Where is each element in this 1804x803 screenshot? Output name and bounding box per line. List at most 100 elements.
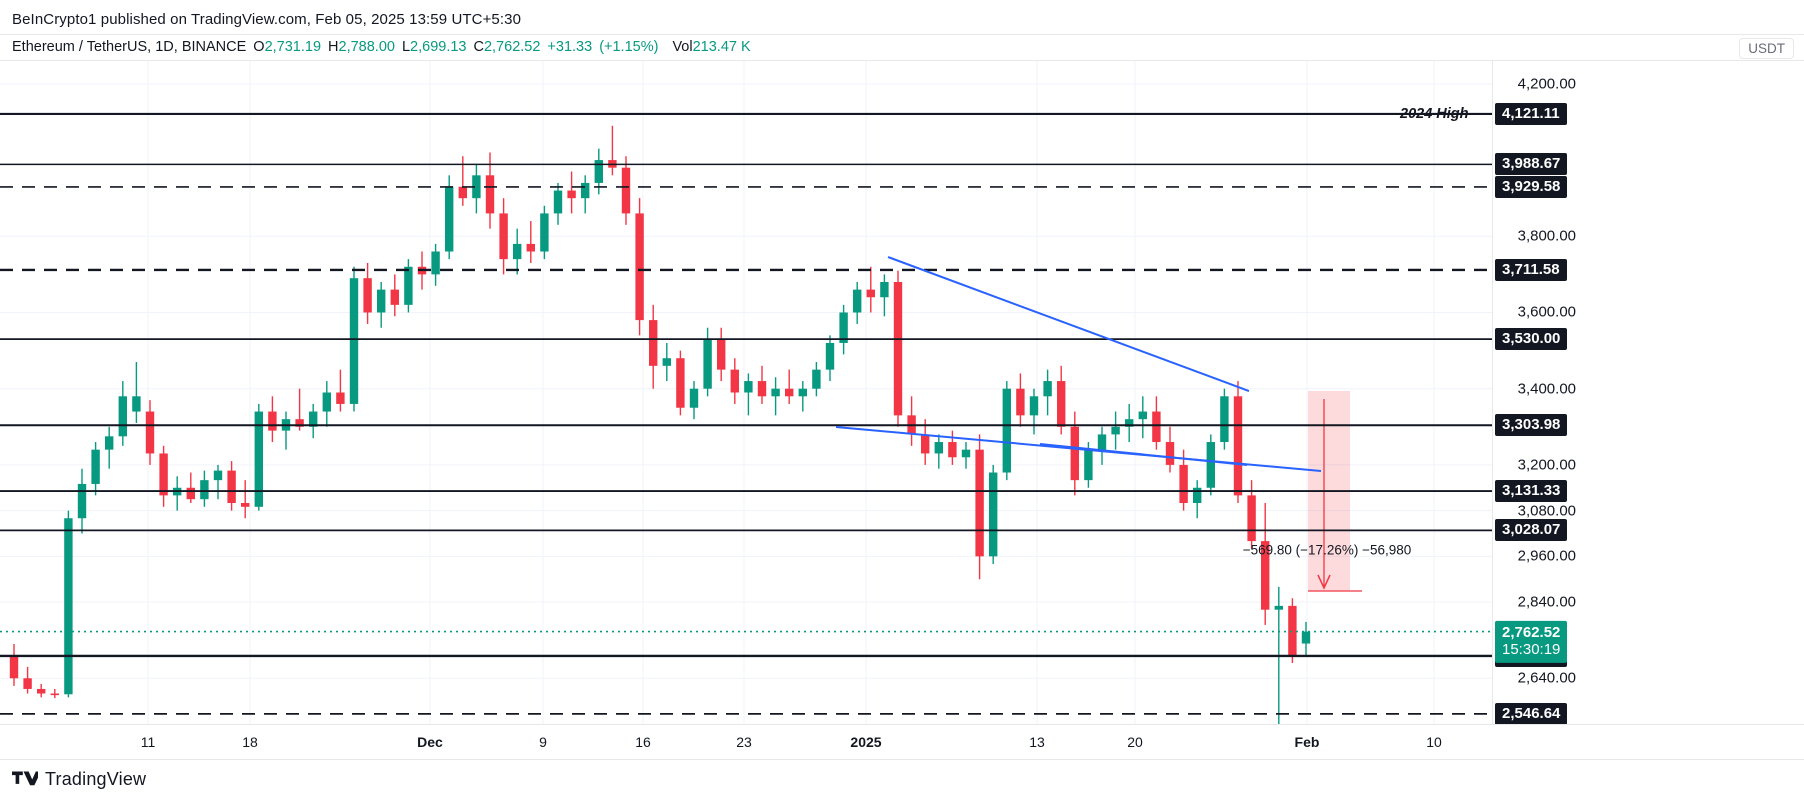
candle-body[interactable]: [635, 213, 644, 321]
candle-body[interactable]: [934, 442, 943, 454]
candle-body[interactable]: [1220, 396, 1229, 443]
candle-body[interactable]: [948, 442, 957, 458]
candle-body[interactable]: [1070, 426, 1079, 481]
price-level-badge[interactable]: 3,303.98: [1495, 414, 1568, 437]
candle-body[interactable]: [839, 312, 848, 343]
candle-body[interactable]: [553, 190, 563, 214]
candle-body[interactable]: [798, 388, 807, 397]
candle-body[interactable]: [309, 411, 318, 427]
candle-body[interactable]: [472, 175, 481, 199]
candle-body[interactable]: [1261, 541, 1270, 610]
candle-body[interactable]: [594, 160, 603, 183]
candle-body[interactable]: [322, 392, 331, 412]
candle-body[interactable]: [1016, 388, 1025, 416]
candle-body[interactable]: [1247, 495, 1256, 542]
candle-body[interactable]: [880, 282, 889, 298]
candle-body[interactable]: [1125, 419, 1134, 427]
candle-body[interactable]: [717, 339, 726, 370]
candle-body[interactable]: [186, 487, 195, 500]
price-level-badge[interactable]: 3,711.58: [1495, 258, 1567, 281]
candle-body[interactable]: [336, 392, 345, 404]
candle-body[interactable]: [513, 243, 522, 260]
candle-body[interactable]: [744, 381, 753, 393]
candle-body[interactable]: [1138, 411, 1147, 420]
candle-body[interactable]: [893, 282, 903, 416]
candle-body[interactable]: [1274, 605, 1283, 610]
candle-body[interactable]: [662, 358, 671, 366]
candle-body[interactable]: [64, 518, 73, 695]
currency-badge[interactable]: USDT: [1739, 38, 1794, 59]
candle-body[interactable]: [227, 470, 236, 503]
candle-body[interactable]: [349, 278, 359, 404]
candle-body[interactable]: [961, 449, 971, 458]
candle-body[interactable]: [404, 266, 413, 305]
candle-body[interactable]: [921, 434, 930, 454]
candle-body[interactable]: [485, 175, 495, 214]
candle-body[interactable]: [241, 503, 250, 507]
time-scale[interactable]: 11 18 Dec 9 16 23 2025 13 20 Feb 10: [0, 724, 1804, 760]
candle-body[interactable]: [159, 453, 168, 496]
candle-body[interactable]: [118, 396, 127, 437]
candle-body[interactable]: [1057, 381, 1066, 427]
candle-body[interactable]: [649, 320, 658, 366]
candle-body[interactable]: [825, 342, 835, 370]
candle-body[interactable]: [1002, 388, 1011, 473]
legend-interval[interactable]: 1D: [155, 39, 174, 55]
candle-body[interactable]: [295, 419, 304, 427]
candle-body[interactable]: [1029, 396, 1039, 416]
candle-body[interactable]: [91, 449, 100, 484]
candle-body[interactable]: [50, 693, 59, 696]
candle-body[interactable]: [1233, 396, 1243, 496]
candle-body[interactable]: [458, 186, 467, 199]
candle-body[interactable]: [676, 358, 685, 408]
candle-body[interactable]: [703, 339, 712, 389]
price-level-badge[interactable]: 4,121.11: [1495, 102, 1567, 125]
price-scale[interactable]: 4,200.00 3,800.00 3,600.00 3,400.00 3,200.00…: [1492, 61, 1804, 725]
candle-body[interactable]: [23, 678, 32, 689]
candle-body[interactable]: [213, 470, 223, 481]
candle-body[interactable]: [785, 388, 794, 397]
candle-body[interactable]: [1152, 411, 1161, 443]
candle-body[interactable]: [499, 213, 508, 260]
candle-body[interactable]: [757, 381, 767, 397]
candle-body[interactable]: [132, 396, 141, 412]
candle-body[interactable]: [1301, 631, 1311, 644]
candle-body[interactable]: [1193, 487, 1202, 503]
candle-body[interactable]: [853, 289, 862, 313]
candle-body[interactable]: [431, 251, 440, 275]
price-level-badge[interactable]: 2,546.64: [1495, 702, 1568, 725]
candle-body[interactable]: [1111, 426, 1120, 435]
candle-body[interactable]: [526, 243, 535, 252]
candle-body[interactable]: [145, 411, 155, 454]
candle-body[interactable]: [581, 182, 590, 199]
candle-body[interactable]: [989, 472, 998, 557]
price-level-badge[interactable]: 3,530.00: [1495, 328, 1568, 351]
candle-body[interactable]: [812, 369, 821, 389]
candle-body[interactable]: [1206, 442, 1215, 488]
candle-body[interactable]: [390, 289, 399, 305]
candle-body[interactable]: [689, 388, 699, 408]
price-level-badge[interactable]: 3,988.67: [1495, 153, 1568, 176]
candle-body[interactable]: [1084, 449, 1093, 481]
candle-body[interactable]: [621, 167, 631, 214]
price-level-badge[interactable]: 3,028.07: [1495, 519, 1568, 542]
candle-body[interactable]: [866, 289, 875, 298]
candle-body[interactable]: [1179, 464, 1188, 503]
trendline[interactable]: [1039, 443, 1248, 466]
candle-body[interactable]: [975, 449, 984, 557]
candle-body[interactable]: [1288, 605, 1297, 656]
candle-body[interactable]: [730, 369, 739, 393]
trendline[interactable]: [887, 256, 1250, 392]
candle-body[interactable]: [254, 411, 263, 507]
candle-body[interactable]: [1097, 434, 1107, 450]
candle-body[interactable]: [9, 655, 19, 679]
candle-body[interactable]: [1165, 442, 1175, 465]
price-level-badge[interactable]: 3,929.58: [1495, 175, 1568, 198]
candle-body[interactable]: [540, 213, 549, 252]
last-price-badge[interactable]: 2,762.52 15:30:19: [1495, 620, 1568, 663]
candle-body[interactable]: [200, 480, 209, 500]
candle-body[interactable]: [77, 483, 87, 519]
candle-body[interactable]: [37, 688, 46, 694]
candle-body[interactable]: [105, 436, 114, 450]
candle-body[interactable]: [377, 289, 386, 313]
